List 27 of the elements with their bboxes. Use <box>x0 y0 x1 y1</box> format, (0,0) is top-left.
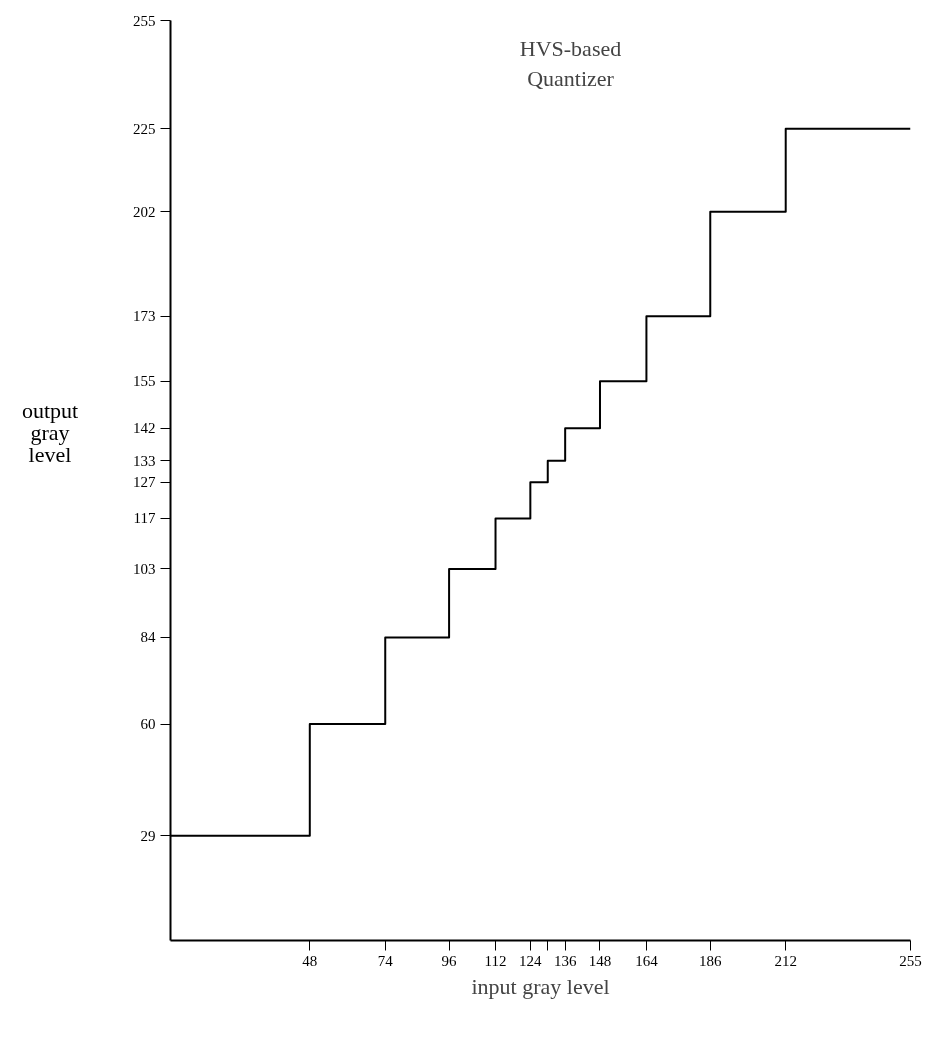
x-tick-label: 112 <box>484 952 507 969</box>
y-tick-label: 142 <box>133 420 156 437</box>
x-tick-label: 96 <box>441 952 458 969</box>
x-tick-label: 212 <box>774 952 797 969</box>
y-tick-label: 225 <box>133 120 156 137</box>
y-tick-label: 127 <box>133 474 156 491</box>
y-tick-label: 84 <box>140 629 156 646</box>
x-tick-label: 186 <box>699 952 723 969</box>
y-tick-label: 155 <box>133 373 156 390</box>
y-axis-title: output gray level <box>21 398 79 467</box>
y-tick-label: 29 <box>140 827 156 844</box>
x-tick-label: 48 <box>302 952 318 969</box>
x-axis-title: input gray level <box>471 973 610 999</box>
text: HVS-based Quantizer <box>519 35 622 91</box>
x-tick-label: 124 <box>519 952 543 969</box>
x-tick-label: 164 <box>635 952 659 969</box>
x-tick-label: 255 <box>899 952 922 969</box>
y-tick-label: 173 <box>133 308 156 325</box>
y-tick-label: 202 <box>133 203 156 220</box>
x-tick-label: 148 <box>588 952 612 969</box>
y-tick-label: 117 <box>133 510 156 527</box>
x-tick-label: 74 <box>377 952 394 969</box>
y-tick-label: 60 <box>140 716 156 733</box>
y-tick-label: 133 <box>133 452 156 469</box>
x-tick-label: 136 <box>553 952 577 969</box>
y-tick-label: 103 <box>133 560 156 577</box>
y-tick-label: 255 <box>133 12 156 29</box>
